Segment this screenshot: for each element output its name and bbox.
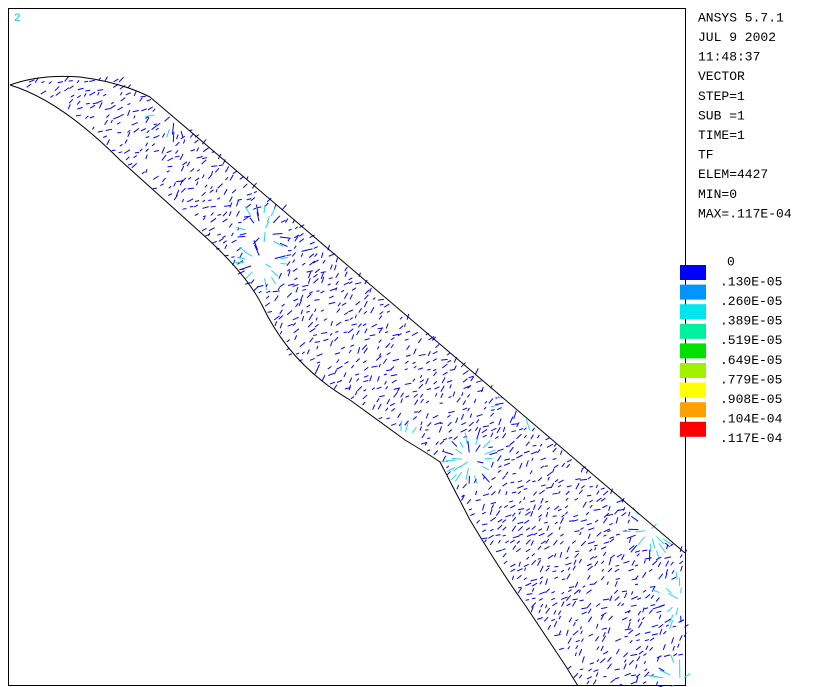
vector-arrow [488, 447, 492, 448]
vector-arrow [168, 166, 173, 167]
vector-arrow [511, 424, 518, 425]
legend-label: .389E-05 [720, 314, 782, 329]
vector-arrow [590, 486, 593, 487]
vector-arrow [532, 481, 535, 482]
header-line: SUB =1 [698, 108, 745, 123]
vector-arrow [538, 559, 541, 560]
vector-arrow [117, 132, 121, 133]
header-line: MIN=0 [698, 187, 737, 202]
legend-swatch [680, 324, 706, 339]
vector-arrow [532, 598, 535, 599]
vector-arrow [526, 600, 530, 601]
info-panel: ANSYS 5.7.1 JUL 9 2002 11:48:37 VECTOR STEP=… [680, 10, 792, 446]
header-line: ANSYS 5.7.1 [698, 10, 784, 25]
vector-arrow [624, 636, 627, 637]
vector-arrow [315, 342, 320, 343]
vector-arrow [281, 264, 287, 265]
header-line: MAX=.117E-04 [698, 206, 792, 221]
vector-arrow [553, 516, 557, 517]
legend-swatch [680, 363, 706, 378]
legend-swatch [680, 304, 706, 319]
window-number: 2 [14, 13, 21, 25]
vector-arrow [244, 216, 251, 217]
vector-arrow [631, 675, 636, 676]
legend-swatch [680, 422, 706, 437]
vector-arrow [344, 332, 348, 333]
legend-label: .117E-04 [720, 431, 783, 446]
legend-label: .779E-05 [720, 372, 782, 387]
header-line: 11:48:37 [698, 50, 760, 65]
header-line: TF [698, 148, 714, 163]
legend-label: .104E-04 [720, 412, 783, 427]
vector-arrow [511, 459, 514, 460]
page: ANSYS vector plot html, body { margin: 0… [0, 0, 836, 687]
vector-arrow [238, 236, 246, 237]
legend-swatch [680, 402, 706, 417]
vector-arrow [554, 566, 558, 567]
legend-label: .649E-05 [720, 353, 782, 368]
legend-swatch [680, 343, 706, 358]
vector-arrow [681, 587, 682, 593]
vector-arrow [441, 359, 448, 360]
vector-arrow [485, 458, 493, 459]
plot-frame [9, 9, 686, 686]
vector-arrow [440, 423, 443, 424]
vector-arrow [231, 257, 234, 258]
vector-arrow [574, 531, 579, 532]
vector-arrow [533, 445, 537, 446]
vector-arrow [86, 103, 90, 104]
header-line: ELEM=4427 [698, 167, 768, 182]
screen: {"plot": {"window_number": "2"}, "header… [0, 0, 836, 687]
legend-swatch [680, 265, 706, 280]
vector-arrow [173, 132, 174, 142]
legend-label: 0 [727, 254, 735, 269]
vector-arrow [211, 206, 216, 207]
vector-arrow [482, 538, 487, 539]
header-line: VECTOR [698, 69, 745, 84]
header-line: TIME=1 [698, 128, 745, 143]
vector-arrow [512, 473, 515, 474]
ansys-window: 2 ANSYS 5.7.1 JUL 9 2002 11:48:37 VECTOR STE… [0, 0, 836, 687]
vector-arrow [314, 300, 319, 301]
header-line: JUL 9 2002 [698, 30, 776, 45]
header-line: STEP=1 [698, 89, 745, 104]
legend-label: .260E-05 [720, 294, 782, 309]
vector-arrow [427, 438, 430, 439]
legend-label: .519E-05 [720, 333, 782, 348]
legend-label: .908E-05 [720, 392, 782, 407]
vector-arrow [112, 150, 116, 151]
legend-swatch [680, 383, 706, 398]
legend-swatch [680, 285, 706, 300]
vector-arrow [575, 551, 579, 552]
vector-arrow [219, 165, 223, 166]
legend-label: .130E-05 [720, 274, 782, 289]
